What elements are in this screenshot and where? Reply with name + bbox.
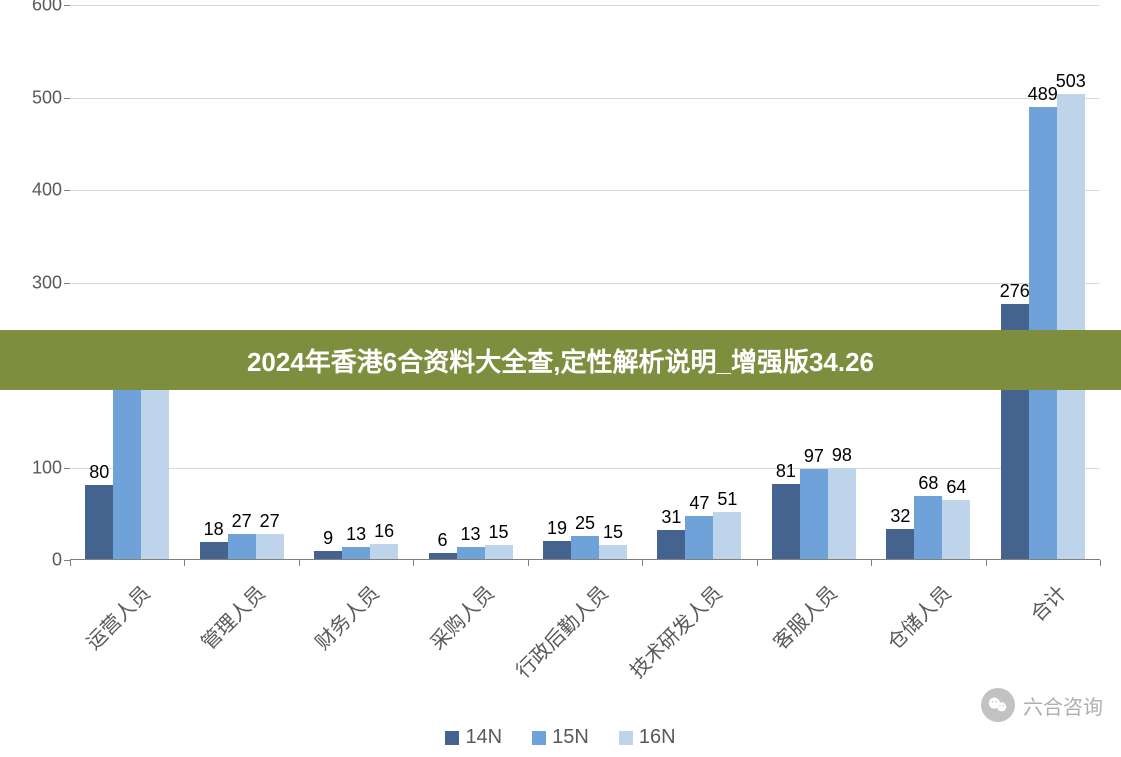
grid-line (70, 283, 1100, 284)
bar: 31 (657, 530, 685, 559)
legend: 14N 15N 16N (0, 726, 1121, 749)
overlay-banner: 2024年香港6合资料大全查,定性解析说明_增强版34.26 (0, 330, 1121, 390)
y-tick-label: 100 (32, 457, 62, 478)
bar-value-label: 68 (918, 473, 938, 494)
bar-group: 276489503 (1001, 94, 1085, 559)
bar: 97 (800, 469, 828, 559)
y-tick-label: 0 (52, 550, 62, 571)
bar-value-label: 81 (776, 461, 796, 482)
legend-label: 16N (639, 726, 676, 749)
bar-value-label: 97 (804, 446, 824, 467)
bar-value-label: 15 (489, 522, 509, 543)
bar-group: 192515 (543, 536, 627, 559)
x-axis-labels: 运营人员管理人员财务人员采购人员行政后勤人员技术研发人员客服人员仓储人员 合计 (70, 570, 1100, 690)
bar-value-label: 32 (890, 506, 910, 527)
bar-value-label: 25 (575, 513, 595, 534)
legend-label: 15N (552, 726, 589, 749)
bar: 32 (886, 529, 914, 559)
x-category-label: 合计 (1022, 578, 1071, 627)
bar-group: 314751 (657, 512, 741, 559)
plot-area: 8019921718272791316613151925153147518197… (70, 5, 1100, 560)
bar: 13 (457, 547, 485, 559)
bar-value-label: 15 (603, 522, 623, 543)
bar: 80 (85, 485, 113, 559)
x-category-label: 技术研发人员 (623, 578, 728, 683)
legend-swatch (445, 731, 459, 745)
bar: 13 (342, 547, 370, 559)
bar-value-label: 503 (1056, 71, 1086, 92)
bar: 27 (228, 534, 256, 559)
legend-item: 16N (619, 726, 676, 749)
bar-value-label: 64 (946, 477, 966, 498)
legend-label: 14N (465, 726, 502, 749)
watermark: 六合咨询 (981, 688, 1103, 722)
bar-group: 91316 (314, 544, 398, 559)
bar: 15 (485, 545, 513, 559)
y-tick-label: 300 (32, 272, 62, 293)
bar-value-label: 13 (461, 524, 481, 545)
legend-swatch (619, 731, 633, 745)
y-tick-label: 400 (32, 180, 62, 201)
bar: 27 (256, 534, 284, 559)
grid-line (70, 468, 1100, 469)
bar-group: 61315 (429, 545, 513, 559)
bar-value-label: 51 (717, 489, 737, 510)
bar: 18 (200, 542, 228, 559)
y-axis: 0100200300400500600 (20, 5, 70, 560)
x-category-label: 管理人员 (193, 578, 270, 655)
bar-value-label: 31 (661, 507, 681, 528)
x-category-label: 仓储人员 (880, 578, 957, 655)
bar: 199 (113, 375, 141, 559)
x-category-label: 行政后勤人员 (508, 578, 613, 683)
bar-group: 326864 (886, 496, 970, 559)
bar: 98 (828, 468, 856, 559)
x-category-label: 财务人员 (308, 578, 385, 655)
bar-value-label: 489 (1028, 84, 1058, 105)
bar-value-label: 27 (260, 511, 280, 532)
x-category-label: 采购人员 (422, 578, 499, 655)
bar-value-label: 80 (89, 462, 109, 483)
bar-group: 819798 (772, 468, 856, 559)
bar: 47 (685, 516, 713, 559)
bar-value-label: 98 (832, 445, 852, 466)
bar: 25 (571, 536, 599, 559)
bar-value-label: 19 (547, 518, 567, 539)
bar: 6 (429, 553, 457, 559)
bar: 9 (314, 551, 342, 559)
grid-line (70, 98, 1100, 99)
bar-value-label: 13 (346, 524, 366, 545)
bar: 64 (942, 500, 970, 559)
chart-container: 0100200300400500600 80199217182727913166… (20, 5, 1100, 585)
bar-value-label: 276 (1000, 281, 1030, 302)
x-category-label: 运营人员 (79, 578, 156, 655)
bar-value-label: 27 (232, 511, 252, 532)
overlay-text: 2024年香港6合资料大全查,定性解析说明_增强版34.26 (247, 342, 874, 379)
bar-value-label: 9 (323, 528, 333, 549)
bar: 503 (1057, 94, 1085, 559)
bar: 51 (713, 512, 741, 559)
y-tick-label: 500 (32, 87, 62, 108)
bar: 16 (370, 544, 398, 559)
legend-swatch (532, 731, 546, 745)
bar: 68 (914, 496, 942, 559)
grid-line (70, 5, 1100, 6)
x-category-label: 客服人员 (765, 578, 842, 655)
y-tick-label: 600 (32, 0, 62, 16)
bar-value-label: 18 (204, 519, 224, 540)
watermark-text: 六合咨询 (1023, 691, 1103, 720)
bar-value-label: 6 (438, 530, 448, 551)
wechat-icon (981, 688, 1015, 722)
bar-group: 182727 (200, 534, 284, 559)
legend-item: 15N (532, 726, 589, 749)
bar: 81 (772, 484, 800, 559)
legend-item: 14N (445, 726, 502, 749)
bar-value-label: 16 (374, 521, 394, 542)
bar: 19 (543, 541, 571, 559)
bar-value-label: 47 (689, 493, 709, 514)
grid-line (70, 190, 1100, 191)
bar: 15 (599, 545, 627, 559)
